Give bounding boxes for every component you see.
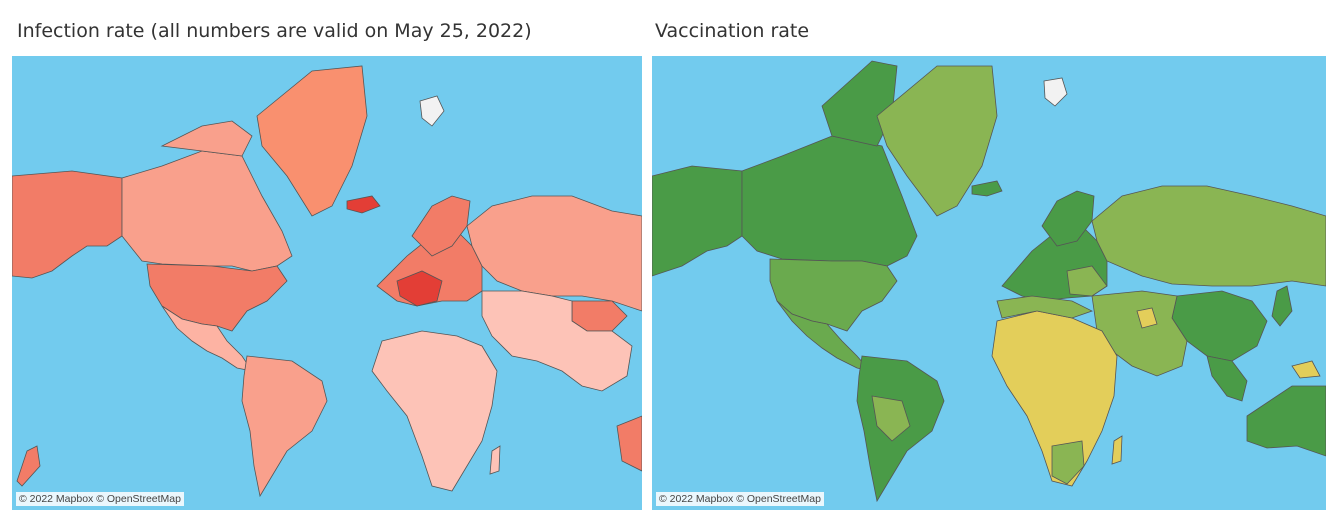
region-australia bbox=[1246, 385, 1326, 457]
region-usa bbox=[146, 263, 288, 332]
region-papua-new-guinea bbox=[1291, 360, 1321, 379]
region-australia-edge bbox=[616, 415, 642, 472]
region-southern-africa bbox=[1051, 440, 1085, 485]
region-afghanistan bbox=[1136, 307, 1158, 329]
region-africa bbox=[371, 330, 498, 492]
region-madagascar bbox=[1111, 435, 1123, 465]
region-new-zealand bbox=[16, 445, 41, 487]
region-asia bbox=[481, 290, 633, 392]
region-south-america-mid bbox=[871, 395, 911, 442]
region-russia bbox=[1091, 185, 1326, 287]
region-svalbard bbox=[1043, 77, 1068, 107]
region-alaska bbox=[12, 170, 123, 279]
region-canada bbox=[741, 135, 918, 267]
region-central-europe bbox=[396, 270, 443, 307]
vaccination-rate-map[interactable]: © 2022 Mapbox © OpenStreetMap bbox=[652, 56, 1326, 510]
vaccination-map-canvas[interactable] bbox=[652, 56, 1326, 510]
map-attribution[interactable]: © 2022 Mapbox © OpenStreetMap bbox=[16, 492, 184, 506]
region-africa bbox=[991, 310, 1118, 487]
region-scandinavia bbox=[1041, 190, 1095, 247]
region-iceland bbox=[971, 180, 1003, 197]
region-scandinavia bbox=[411, 195, 471, 257]
infection-map-canvas[interactable] bbox=[12, 56, 642, 510]
region-canada bbox=[121, 150, 293, 272]
region-usa bbox=[769, 258, 898, 332]
region-arctic-islands bbox=[160, 120, 253, 157]
infection-map-title: Infection rate (all numbers are valid on… bbox=[17, 20, 532, 42]
vaccination-map-title: Vaccination rate bbox=[655, 20, 810, 42]
region-greenland bbox=[256, 65, 368, 217]
region-china bbox=[1171, 290, 1268, 362]
region-iceland bbox=[346, 195, 381, 214]
region-greenland bbox=[876, 65, 998, 217]
region-north-africa bbox=[996, 295, 1094, 319]
infection-rate-map[interactable]: © 2022 Mapbox © OpenStreetMap bbox=[12, 56, 642, 510]
region-eastern-europe bbox=[1066, 265, 1108, 297]
region-south-america bbox=[241, 355, 328, 498]
region-svalbard bbox=[419, 95, 445, 127]
region-madagascar bbox=[489, 445, 501, 475]
map-attribution[interactable]: © 2022 Mapbox © OpenStreetMap bbox=[656, 492, 824, 506]
region-se-asia bbox=[1206, 355, 1248, 402]
region-alaska bbox=[652, 165, 743, 277]
region-japan bbox=[1271, 285, 1293, 327]
